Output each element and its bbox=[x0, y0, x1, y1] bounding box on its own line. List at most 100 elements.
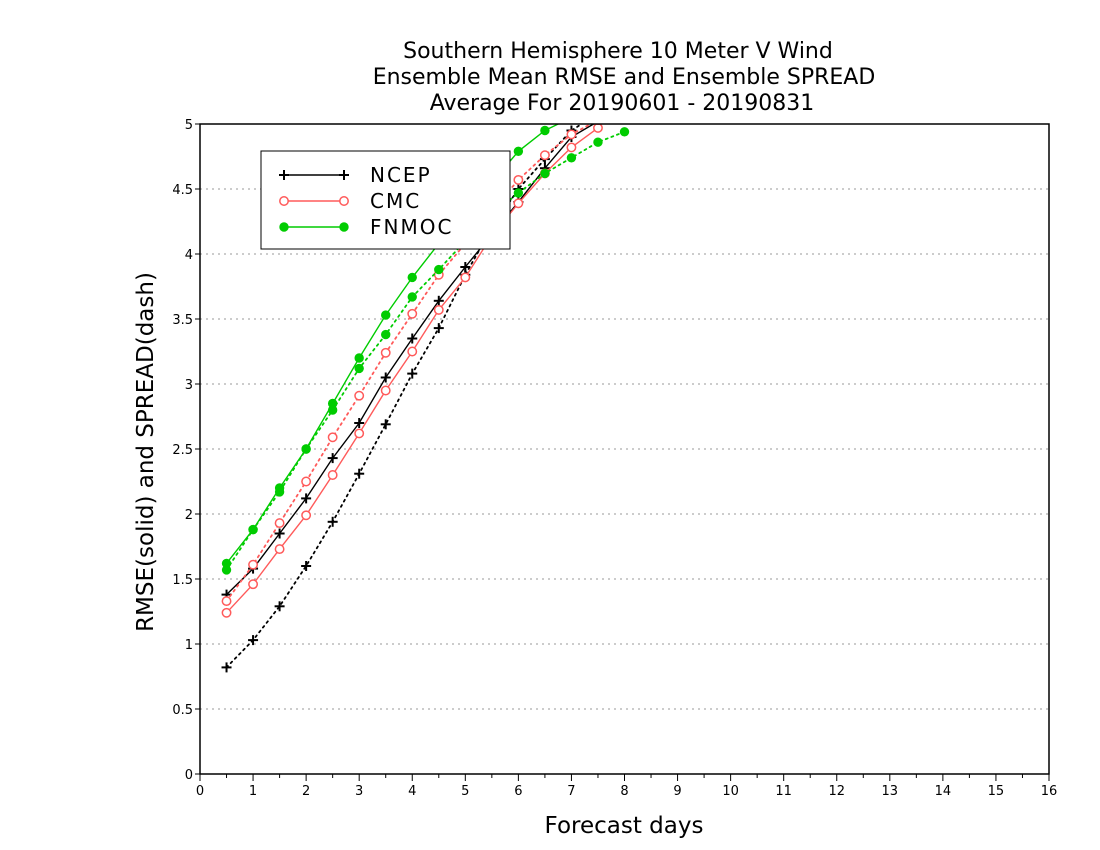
ncep-rmse-point-8 bbox=[433, 295, 444, 306]
y-tick-label-8: 4 bbox=[185, 248, 193, 263]
fnmoc-spread-point-2 bbox=[274, 487, 285, 497]
legend-marker-cmc-start bbox=[279, 196, 289, 206]
cmc-rmse-point-8 bbox=[433, 304, 444, 315]
x-axis-label: Forecast days bbox=[545, 813, 704, 839]
fnmoc-spread-point-13 bbox=[566, 153, 577, 163]
x-tick-label-13: 13 bbox=[882, 784, 899, 799]
legend-box bbox=[260, 150, 511, 250]
cmc-spread-point-11 bbox=[513, 174, 524, 185]
cmc-spread-point-7 bbox=[407, 308, 418, 319]
cmc-rmse-point-6 bbox=[380, 385, 391, 396]
y-axis-ticks: 0 0.5 1 1.5 2 2.5 3 3.5 4 4.5 5 bbox=[172, 118, 200, 783]
fnmoc-spread-point-14 bbox=[593, 137, 603, 147]
y-tick-label-9: 4.5 bbox=[172, 183, 193, 198]
legend-marker-ncep-start bbox=[279, 170, 289, 180]
y-tick-label-0: 0 bbox=[185, 768, 193, 783]
cmc-spread-point-6 bbox=[380, 347, 391, 358]
x-tick-label-8: 8 bbox=[620, 784, 628, 799]
legend-marker-ncep-end bbox=[339, 170, 349, 180]
cmc-rmse-point-1 bbox=[248, 579, 259, 590]
legend-label-fnmoc: FNMOC bbox=[370, 215, 453, 239]
cmc-rmse-point-14 bbox=[593, 124, 603, 133]
cmc-rmse-point-4 bbox=[327, 470, 338, 480]
fnmoc-spread-point-7 bbox=[407, 292, 417, 302]
y-axis-label: RMSE(solid) and SPREAD(dash) bbox=[133, 272, 159, 632]
ncep-rmse-point-7 bbox=[407, 333, 418, 344]
x-tick-label-5: 5 bbox=[461, 784, 469, 799]
x-tick-label-9: 9 bbox=[673, 784, 681, 799]
fnmoc-spread-point-4 bbox=[327, 405, 338, 415]
cmc-spread-point-1 bbox=[248, 559, 259, 570]
fnmoc-spread-point-8 bbox=[434, 264, 444, 275]
y-tick-label-4: 2 bbox=[185, 508, 193, 523]
cmc-rmse-point-7 bbox=[407, 346, 418, 357]
x-tick-label-14: 14 bbox=[935, 784, 952, 799]
legend-label-cmc: CMC bbox=[370, 189, 421, 213]
y-tick-label-3: 1.5 bbox=[172, 573, 193, 588]
ncep-rmse-point-3 bbox=[301, 493, 312, 504]
y-tick-label-10: 5 bbox=[185, 118, 193, 133]
x-tick-label-2: 2 bbox=[302, 784, 310, 799]
cmc-spread-point-5 bbox=[354, 390, 365, 401]
x-tick-label-4: 4 bbox=[408, 784, 416, 799]
x-tick-label-15: 15 bbox=[988, 784, 1005, 799]
y-tick-label-7: 3.5 bbox=[172, 313, 193, 328]
fnmoc-spread-point-3 bbox=[301, 444, 311, 454]
fnmoc-spread-point-15 bbox=[619, 127, 630, 137]
ncep-spread-point-8 bbox=[433, 323, 444, 334]
x-tick-label-7: 7 bbox=[567, 784, 575, 799]
cmc-rmse-point-0 bbox=[221, 607, 232, 618]
x-tick-label-10: 10 bbox=[722, 784, 739, 799]
cmc-spread-point-13 bbox=[566, 129, 577, 140]
fnmoc-spread-point-0 bbox=[221, 565, 232, 575]
cmc-spread-point-3 bbox=[301, 476, 312, 487]
title-line-3: Average For 20190601 - 20190831 bbox=[430, 91, 815, 116]
fnmoc-rmse-point-5 bbox=[354, 353, 364, 363]
plot-frame bbox=[199, 123, 1050, 775]
ncep-spread-point-1 bbox=[248, 635, 259, 646]
fnmoc-spread-point-5 bbox=[354, 363, 364, 374]
gridlines bbox=[200, 188, 1049, 710]
x-tick-label-3: 3 bbox=[355, 784, 363, 799]
legend-label-ncep: NCEP bbox=[370, 163, 432, 187]
title-line-1: Southern Hemisphere 10 Meter V Wind bbox=[403, 39, 833, 64]
x-tick-label-6: 6 bbox=[514, 784, 522, 799]
cmc-rmse-point-2 bbox=[274, 544, 285, 555]
fnmoc-rmse-line bbox=[225, 124, 560, 564]
y-tick-label-1: 0.5 bbox=[172, 703, 193, 718]
y-tick-label-5: 2.5 bbox=[172, 443, 193, 458]
ncep-rmse-point-4 bbox=[327, 453, 338, 464]
x-axis-ticks: 0 1 2 3 4 5 6 7 8 9 10 11 12 13 14 15 16 bbox=[196, 774, 1057, 799]
cmc-spread-point-0 bbox=[221, 596, 232, 607]
fnmoc-rmse-point-11 bbox=[513, 146, 524, 157]
x-tick-label-0: 0 bbox=[196, 784, 204, 799]
x-tick-label-12: 12 bbox=[828, 784, 845, 799]
legend-marker-cmc-end bbox=[339, 196, 349, 206]
y-tick-label-6: 3 bbox=[185, 378, 193, 393]
chart-title: Southern Hemisphere 10 Meter V Wind Ense… bbox=[373, 39, 876, 116]
ncep-spread-point-7 bbox=[407, 368, 418, 379]
fnmoc-spread-line bbox=[225, 130, 626, 571]
fnmoc-rmse-point-7 bbox=[407, 272, 417, 283]
legend-samples bbox=[279, 170, 349, 232]
cmc-rmse-point-3 bbox=[301, 510, 312, 521]
ncep-rmse-point-2 bbox=[274, 528, 285, 539]
cmc-rmse-point-11 bbox=[513, 198, 524, 209]
cmc-spread-point-2 bbox=[274, 518, 285, 529]
cmc-rmse-point-9 bbox=[460, 272, 471, 283]
ncep-spread-point-2 bbox=[274, 601, 285, 612]
legend: NCEP CMC FNMOC bbox=[260, 150, 511, 250]
fnmoc-spread-point-12 bbox=[540, 168, 550, 179]
x-tick-label-16: 16 bbox=[1041, 784, 1058, 799]
cmc-rmse-point-13 bbox=[566, 142, 577, 153]
fnmoc-rmse-point-12 bbox=[540, 125, 550, 136]
ncep-rmse-point-6 bbox=[380, 372, 391, 383]
cmc-spread-point-4 bbox=[327, 432, 338, 443]
fnmoc-spread-point-1 bbox=[248, 524, 258, 535]
ncep-spread-point-6 bbox=[380, 419, 391, 430]
y-tick-label-2: 1 bbox=[185, 638, 193, 653]
ncep-spread-point-5 bbox=[354, 468, 365, 479]
fnmoc-spread-point-11 bbox=[513, 188, 524, 198]
legend-marker-fnmoc-start bbox=[279, 222, 289, 232]
